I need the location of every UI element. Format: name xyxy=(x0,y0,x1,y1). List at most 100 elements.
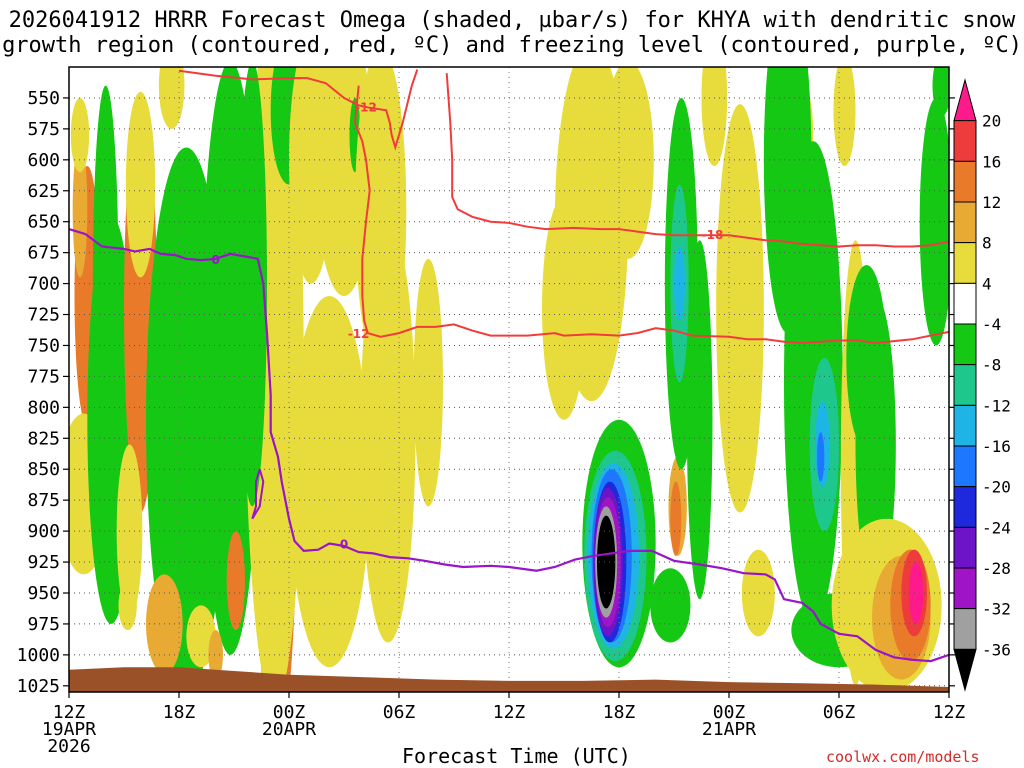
omega-cell xyxy=(70,97,90,173)
omega-cell xyxy=(597,515,616,609)
dgz-contour-label: -18 xyxy=(702,228,724,242)
colorbar-label: 16 xyxy=(982,152,1001,171)
colorbar-segment xyxy=(953,567,977,610)
y-tick-label: 550 xyxy=(27,88,60,109)
omega-cell xyxy=(118,580,137,631)
colorbar-label: -8 xyxy=(982,356,1001,375)
colorbar-segment xyxy=(953,201,977,244)
omega-cell xyxy=(186,605,216,668)
y-tick-label: 800 xyxy=(27,397,60,418)
y-tick-label: 875 xyxy=(27,490,60,511)
freezing-level-contour xyxy=(69,228,949,663)
dgz-contour xyxy=(353,85,949,345)
colorbar-label: -32 xyxy=(982,600,1011,619)
colorbar-label: 8 xyxy=(982,234,992,253)
omega-cell xyxy=(355,67,407,371)
colorbar-segment xyxy=(953,445,977,488)
colorbar-label: -28 xyxy=(982,559,1011,578)
x-tick-label: 21APR xyxy=(702,719,756,740)
x-tick-label: 06Z xyxy=(823,702,856,723)
colorbar-label: -20 xyxy=(982,478,1011,497)
colorbar-segment xyxy=(953,648,977,692)
contour-layer: -12 -18 -12 0 0 xyxy=(69,69,949,663)
freezing-contour-label: 0 xyxy=(211,253,219,267)
omega-cell xyxy=(158,67,185,129)
freezing-contour-label: 0 xyxy=(340,537,348,551)
freezing-level-loop xyxy=(251,468,265,520)
y-tick-label: 975 xyxy=(27,614,60,635)
colorbar-segment xyxy=(953,120,977,162)
x-tick-label: 19APR xyxy=(42,719,96,740)
omega-cell xyxy=(833,67,856,166)
omega-cell xyxy=(125,91,156,278)
omega-cell xyxy=(716,104,764,513)
omega-cell xyxy=(650,568,691,643)
colorbar-segment xyxy=(953,486,977,528)
y-tick-label: 725 xyxy=(27,305,60,326)
omega-cell xyxy=(670,481,682,556)
y-tick-label: 825 xyxy=(27,428,60,449)
omega-cell xyxy=(208,630,224,680)
omega-cell xyxy=(701,67,728,166)
y-tick-label: 750 xyxy=(27,335,60,356)
omega-cell xyxy=(817,432,825,482)
omega-cell xyxy=(542,196,586,420)
x-tick-label: 12Z xyxy=(53,702,86,723)
y-tick-label: 1025 xyxy=(17,676,60,697)
y-tick-label: 700 xyxy=(27,274,60,295)
omega-cell xyxy=(932,67,949,117)
colorbar-segment xyxy=(953,242,977,284)
y-tick-label: 775 xyxy=(27,366,60,387)
colorbar-segment xyxy=(953,404,977,447)
y-tick-label: 575 xyxy=(27,119,60,140)
terrain-layer xyxy=(69,667,949,692)
y-tick-label: 600 xyxy=(27,150,60,171)
y-tick-label: 925 xyxy=(27,552,60,573)
y-tick-label: 900 xyxy=(27,521,60,542)
omega-cell xyxy=(413,258,444,507)
colorbar-label: -36 xyxy=(982,640,1011,659)
dgz-contour xyxy=(178,69,419,151)
colorbar-segment xyxy=(953,160,977,203)
chart-title-line-2: growth region (contoured, red, ºC) and f… xyxy=(2,33,1022,58)
y-tick-label: 650 xyxy=(27,212,60,233)
omega-cell xyxy=(289,295,370,668)
y-tick-label: 850 xyxy=(27,459,60,480)
y-tick-label: 625 xyxy=(27,181,60,202)
y-tick-label: 675 xyxy=(27,243,60,264)
omega-cell xyxy=(92,85,119,482)
x-tick-label: 12Z xyxy=(493,702,526,723)
x-tick-label: 00Z xyxy=(713,702,746,723)
x-tick-label: 18Z xyxy=(603,702,636,723)
terrain-fill xyxy=(69,667,949,692)
x-tick-label: 06Z xyxy=(383,702,416,723)
x-axis-label: Forecast Time (UTC) xyxy=(402,744,631,768)
chart-title-line-1: 2026041912 HRRR Forecast Omega (shaded, … xyxy=(8,8,1016,33)
colorbar-segment xyxy=(953,526,977,569)
omega-cell xyxy=(237,67,267,507)
colorbar: 20 16 12 8 4 -4 -8 -12 -16 -20 -24 -28 -32 -36 xyxy=(953,78,1011,692)
x-tick-label: 20APR xyxy=(262,719,316,740)
x-tick-label: 18Z xyxy=(163,702,196,723)
omega-cell xyxy=(602,67,654,259)
dgz-contour-label: -12 xyxy=(355,101,377,115)
omega-shading-layer xyxy=(69,67,949,692)
x-tick-label: 2026 xyxy=(47,736,90,757)
source-credit: coolwx.com/models xyxy=(826,748,980,766)
colorbar-label: 4 xyxy=(982,274,992,293)
colorbar-label: 12 xyxy=(982,193,1001,212)
colorbar-label: -24 xyxy=(982,518,1011,537)
colorbar-label: -4 xyxy=(982,315,1001,334)
omega-cell xyxy=(846,265,887,451)
omega-cell xyxy=(908,562,924,624)
dgz-contour xyxy=(445,73,949,248)
omega-cell xyxy=(741,549,775,637)
colorbar-segment xyxy=(953,78,977,122)
omega-cell xyxy=(226,531,245,631)
x-tick-label: 12Z xyxy=(933,702,966,723)
colorbar-segment xyxy=(953,364,977,406)
y-tick-label: 950 xyxy=(27,583,60,604)
colorbar-label: -16 xyxy=(982,437,1011,456)
